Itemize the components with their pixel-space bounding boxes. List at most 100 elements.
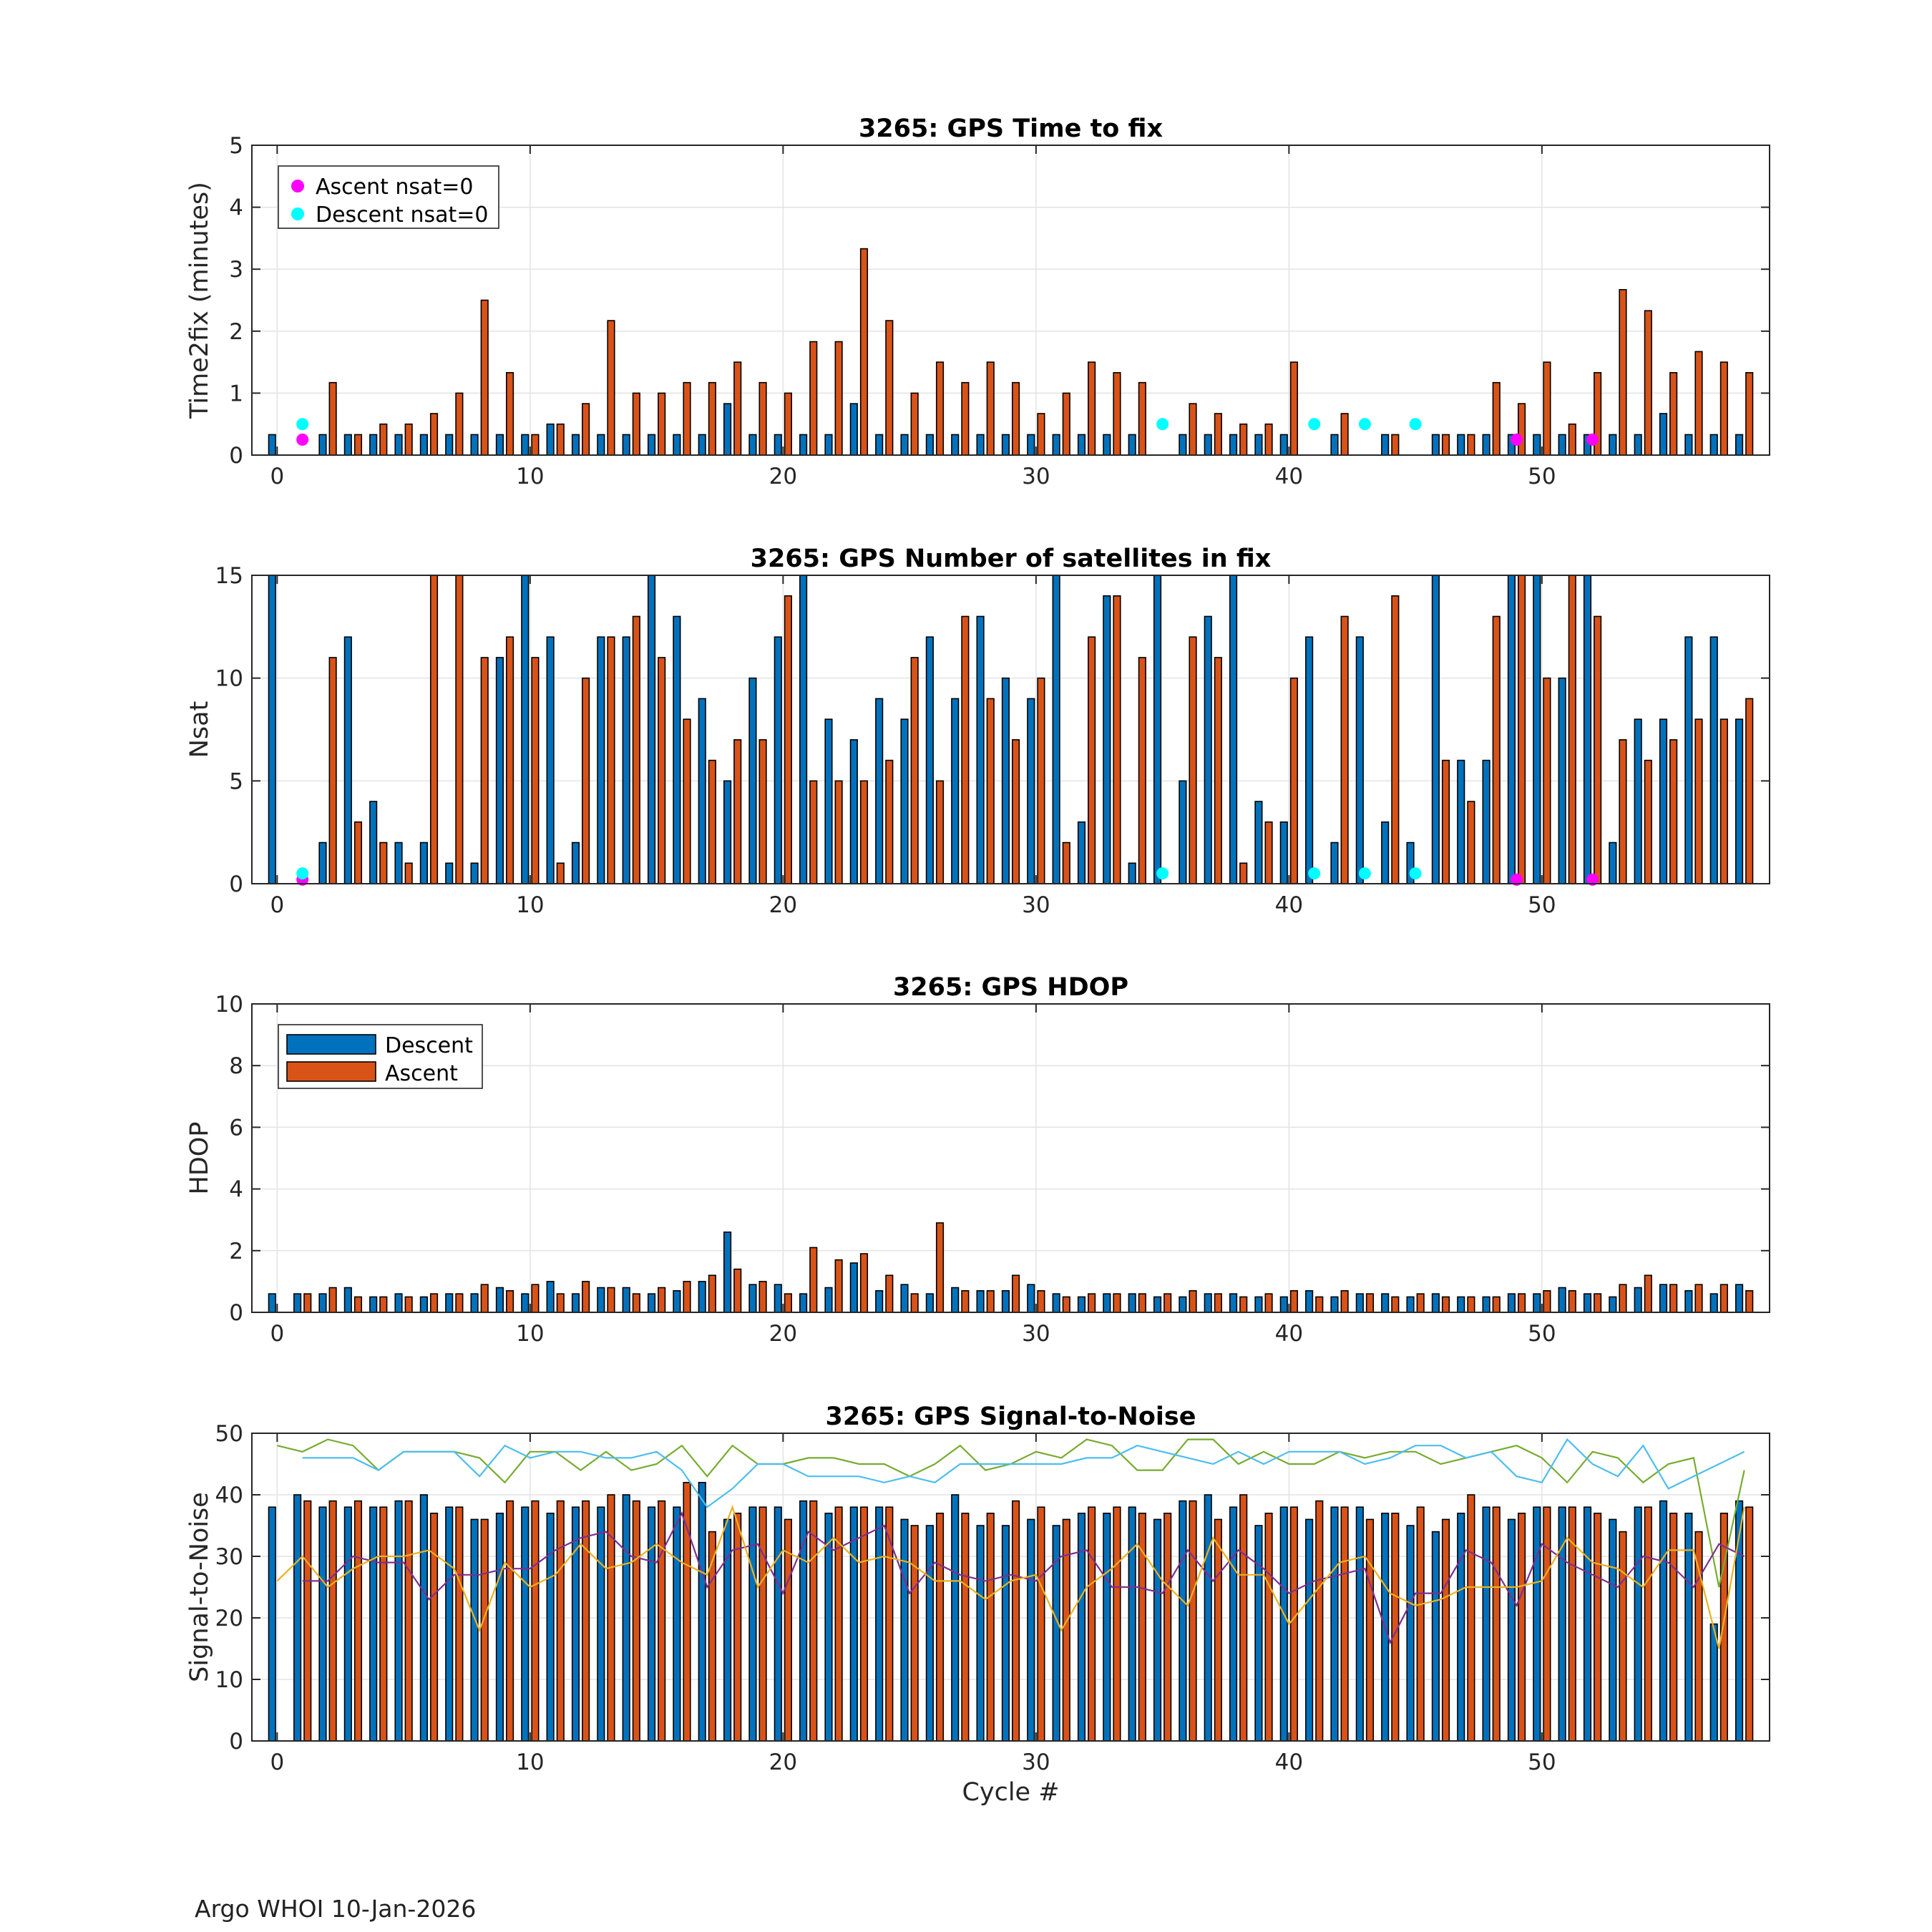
descent-bar-10 — [521, 434, 530, 456]
axes-box — [251, 575, 1770, 884]
ascent-bar-55 — [1669, 739, 1678, 884]
descent-bar-43 — [1355, 1293, 1364, 1313]
ascent-bar-15 — [658, 657, 666, 884]
ascent-bar-32 — [1088, 1293, 1096, 1313]
legend-label: Ascent nsat=0 — [316, 175, 473, 200]
descent-bar-6 — [419, 1494, 428, 1742]
ascent-bar-18 — [733, 361, 742, 456]
descent-bar-13 — [597, 434, 605, 456]
descent-bar-17 — [698, 1281, 706, 1313]
ascent-bar-13 — [607, 636, 615, 884]
ascent-bar-21 — [809, 780, 818, 884]
ascent-bar-12 — [582, 677, 590, 884]
ascent-bar-34 — [1138, 381, 1146, 456]
descent-bar-33 — [1103, 434, 1111, 456]
descent-bar-17 — [698, 1482, 706, 1742]
descent-bar-30 — [1027, 434, 1035, 456]
ascent-bar-26 — [935, 1513, 945, 1742]
ascent-bar-7 — [455, 1293, 464, 1313]
x-axis-label: Cycle # — [962, 1778, 1059, 1807]
ascent-bar-53 — [1619, 1531, 1627, 1742]
descent-bar-48 — [1482, 434, 1491, 456]
legend-box — [278, 165, 499, 229]
ascent-bar-58 — [1745, 698, 1754, 884]
x-tick-label: 20 — [769, 892, 797, 918]
ascent-bar-21 — [809, 341, 818, 456]
descent-bar-34 — [1128, 862, 1136, 884]
bars — [268, 1222, 1754, 1313]
ascent-bar-40 — [1289, 361, 1298, 456]
ascent-bar-37 — [1214, 1293, 1222, 1313]
descent-bar-55 — [1659, 718, 1668, 884]
lightblue-series-line — [302, 1438, 1745, 1508]
descent-bar-16 — [673, 434, 681, 456]
descent-bar-53 — [1609, 1518, 1617, 1742]
descent-bar-2 — [318, 841, 327, 884]
descent-bar-2 — [318, 434, 327, 456]
descent-bar-44 — [1381, 434, 1390, 456]
descent-bar-20 — [774, 636, 782, 884]
descent-bar-26 — [925, 434, 934, 456]
ascent-bar-19 — [758, 739, 767, 884]
ascent-bar-17 — [708, 1274, 716, 1313]
descent-bar-42 — [1330, 1296, 1339, 1313]
ascent-bar-27 — [961, 615, 970, 884]
descent-bar-23 — [849, 1262, 858, 1313]
x-tick-label: 0 — [270, 892, 284, 918]
axes-box — [251, 145, 1770, 456]
ascent-bar-28 — [986, 1290, 995, 1313]
descent-bar-15 — [647, 434, 656, 456]
ascent-bar-6 — [429, 1513, 439, 1742]
ascent-bar-35 — [1163, 1293, 1172, 1313]
descent-bar-32 — [1077, 434, 1086, 456]
descent-bar-28 — [976, 1290, 985, 1313]
descent-bar-3 — [343, 1506, 352, 1742]
y-tick-label: 5 — [229, 133, 243, 159]
descent-bar-20 — [774, 1284, 782, 1313]
ascent-bar-36 — [1189, 1500, 1197, 1742]
descent-bar-19 — [748, 1506, 757, 1742]
ascent-bar-37 — [1214, 657, 1222, 884]
descent-bar-22 — [824, 1287, 833, 1313]
ascent-bar-23 — [859, 248, 869, 456]
ascent-bar-5 — [404, 1296, 413, 1313]
descent-bar-1 — [293, 1494, 302, 1742]
ascent-bar-38 — [1239, 1296, 1248, 1313]
descent-bar-15 — [647, 1506, 656, 1742]
descent-bar-41 — [1305, 636, 1314, 884]
ascent-bar-40 — [1289, 1290, 1298, 1313]
y-tick-label: 6 — [229, 1115, 243, 1141]
descent-bar-55 — [1659, 413, 1668, 456]
ascent-bar-25 — [910, 657, 919, 884]
ascent-bar-12 — [582, 403, 590, 456]
descent-bar-46 — [1431, 1293, 1440, 1313]
descent-bar-44 — [1381, 1293, 1390, 1313]
y-tick-label: 4 — [229, 195, 243, 221]
descent-bar-26 — [925, 1525, 934, 1742]
x-tick-label: 0 — [270, 464, 284, 489]
descent-bar-25 — [900, 1518, 909, 1742]
descent-bar-54 — [1634, 718, 1642, 884]
ascent-bar-51 — [1568, 423, 1576, 456]
ascent-bar-54 — [1644, 1274, 1652, 1313]
y-tick-label: 0 — [229, 443, 243, 469]
descent-bar-38 — [1229, 1506, 1238, 1742]
descent-bar-48 — [1482, 1296, 1491, 1313]
ascent-bar-39 — [1264, 1293, 1273, 1313]
descent-bar-22 — [824, 434, 833, 456]
descent-bar-30 — [1027, 1518, 1035, 1742]
descent-bar-29 — [1001, 677, 1010, 884]
ascent-bar-31 — [1062, 392, 1070, 456]
ascent-bar-47 — [1467, 1296, 1475, 1313]
x-tick-label: 40 — [1275, 1321, 1303, 1347]
descent-bar-57 — [1709, 1623, 1718, 1742]
descent-bar-18 — [723, 1231, 732, 1313]
descent-bar-5 — [394, 434, 403, 456]
descent-bar-37 — [1204, 434, 1212, 456]
descent-bar-37 — [1204, 1293, 1212, 1313]
descent-bar-12 — [571, 1293, 580, 1313]
descent-bar-53 — [1609, 1296, 1617, 1313]
y-tick-label: 1 — [229, 381, 243, 406]
ascent-bar-4 — [379, 841, 388, 884]
descent-bar-5 — [394, 841, 403, 884]
